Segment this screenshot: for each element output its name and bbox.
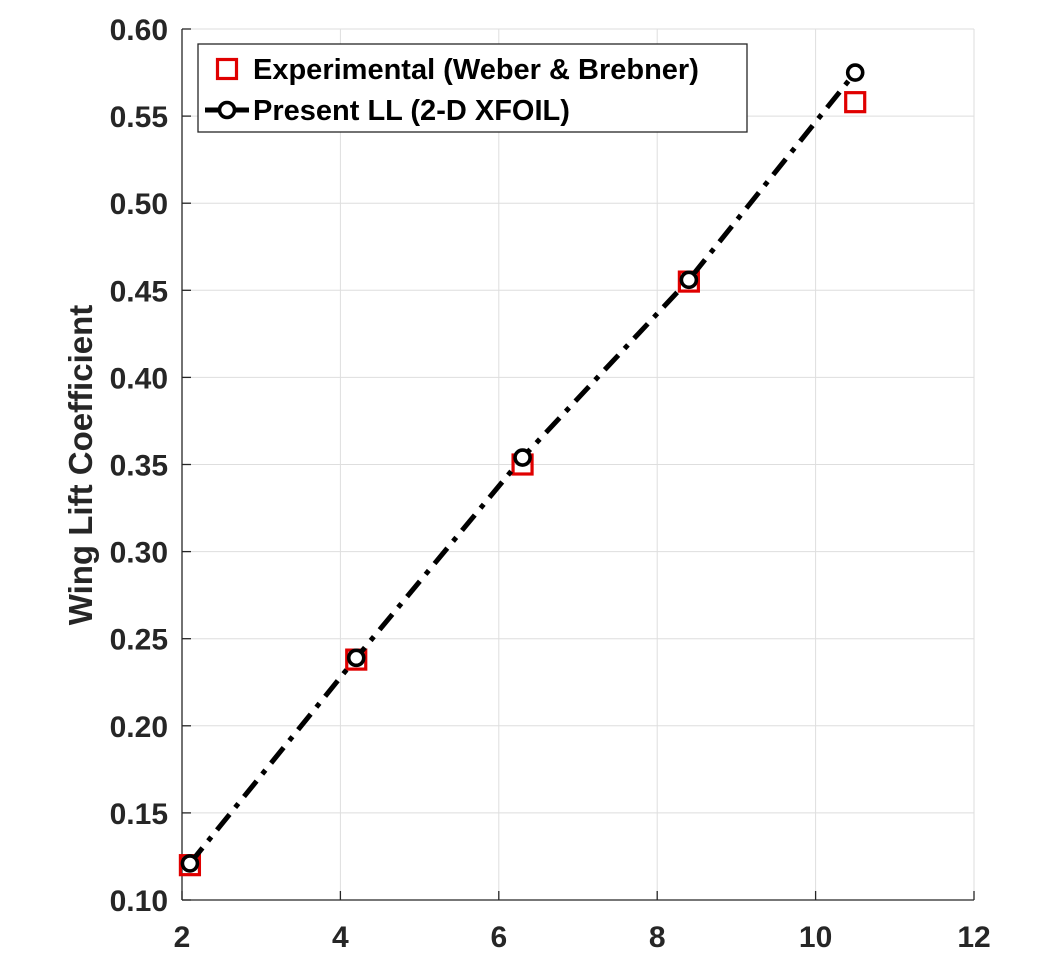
y-axis-label: Wing Lift Coefficient xyxy=(62,305,99,626)
x-tick-label: 8 xyxy=(649,921,666,954)
y-tick-label: 0.40 xyxy=(110,362,168,395)
y-tick-label: 0.60 xyxy=(110,14,168,47)
y-tick-labels: 0.10 0.15 0.20 0.25 0.30 0.35 0.40 0.45 0.50 0.55… xyxy=(110,14,168,918)
y-tick-label: 0.15 xyxy=(110,798,168,831)
legend: Experimental (Weber & Brebner) Present LL… xyxy=(197,43,748,133)
series-group xyxy=(178,63,867,877)
y-tick-label: 0.50 xyxy=(110,188,168,221)
x-tick-label: 4 xyxy=(332,921,349,954)
x-tick-labels: 2 4 6 8 10 12 xyxy=(174,921,991,954)
x-tick-label: 6 xyxy=(490,921,507,954)
x-tick-label: 2 xyxy=(174,921,191,954)
present-ll-point xyxy=(845,63,865,82)
experimental-point xyxy=(844,91,867,114)
axes xyxy=(181,28,975,901)
y-tick-label: 0.20 xyxy=(110,711,168,744)
legend-circle-marker xyxy=(217,100,237,120)
x-tick-label: 10 xyxy=(799,921,832,954)
y-tick-label: 0.10 xyxy=(110,885,168,918)
y-tick-label: 0.55 xyxy=(110,101,168,134)
present-ll-point xyxy=(180,854,200,873)
present-ll-point xyxy=(679,270,699,290)
present-ll-point xyxy=(513,448,532,467)
y-tick-label: 0.25 xyxy=(110,624,168,657)
present-ll-point xyxy=(346,648,366,668)
grid xyxy=(181,28,975,901)
series-present-ll xyxy=(180,63,865,873)
x-tick-label: 12 xyxy=(957,921,990,954)
legend-label: Present LL (2-D XFOIL) xyxy=(253,95,570,127)
legend-square-marker xyxy=(215,57,239,81)
legend-box xyxy=(197,43,748,133)
y-tick-label: 0.30 xyxy=(110,537,168,570)
legend-label: Experimental (Weber & Brebner) xyxy=(253,54,699,86)
y-tick-label: 0.45 xyxy=(110,275,168,308)
y-tick-label: 0.35 xyxy=(110,450,168,483)
